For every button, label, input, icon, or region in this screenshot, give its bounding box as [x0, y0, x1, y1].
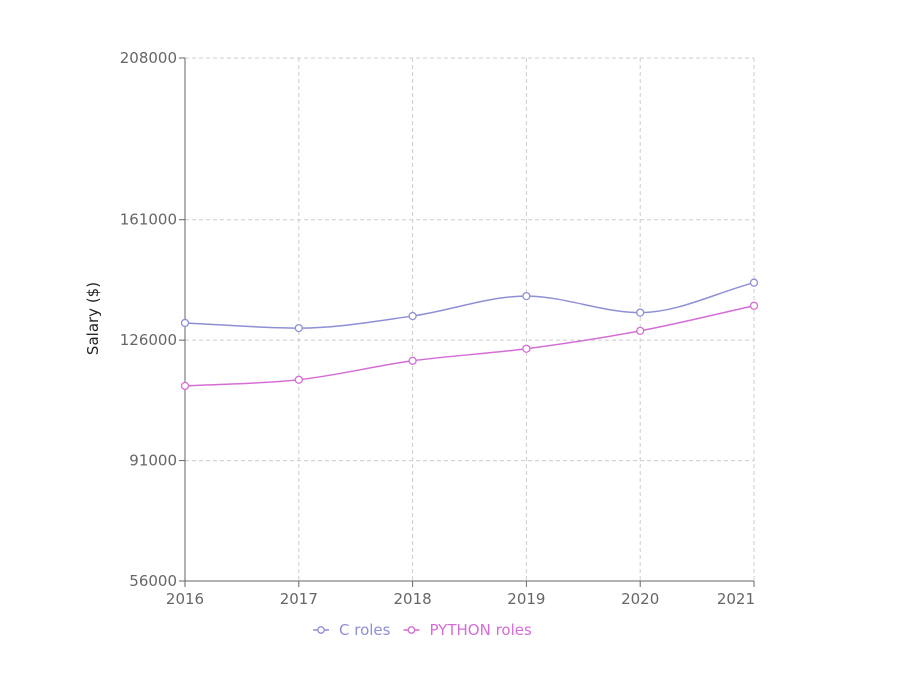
data-point[interactable] [408, 356, 417, 365]
x-tick-label: 2017 [280, 590, 318, 608]
legend-item-2[interactable]: PYTHON roles [403, 621, 532, 639]
grid [185, 57, 755, 581]
series [180, 278, 759, 391]
x-tick-label: 2016 [166, 590, 204, 608]
y-tick-label: 161000 [120, 211, 177, 229]
y-tick-label: 91000 [129, 452, 177, 470]
legend-marker [317, 626, 325, 634]
series-line [184, 281, 755, 329]
legend-label: C roles [339, 621, 391, 639]
data-point[interactable] [636, 308, 645, 317]
data-point[interactable] [294, 375, 303, 384]
data-point[interactable] [408, 311, 417, 321]
series-line [184, 305, 755, 387]
legend-marker [407, 626, 416, 634]
x-tick-label: 2020 [621, 590, 659, 608]
y-axis-ticks: 56000 91000 126000 161000 208000 [120, 49, 185, 590]
data-point[interactable] [749, 301, 759, 310]
data-point[interactable] [180, 318, 190, 328]
data-point[interactable] [749, 278, 759, 287]
y-tick-label: 208000 [120, 49, 177, 67]
data-point[interactable] [180, 381, 190, 391]
series-2 [180, 301, 759, 391]
axes [184, 58, 754, 582]
y-axis-title: Salary ($) [84, 282, 102, 355]
legend-item-1[interactable]: C roles [313, 621, 391, 639]
x-axis-ticks: 2016 2017 2018 2019 2020 2021 [166, 581, 755, 608]
x-tick-label: 2019 [507, 590, 545, 608]
data-point[interactable] [636, 326, 645, 336]
data-point[interactable] [522, 291, 531, 301]
y-tick-label: 126000 [120, 331, 177, 349]
x-tick-label: 2018 [394, 590, 432, 608]
legend-label: PYTHON roles [429, 621, 532, 639]
data-point[interactable] [522, 344, 531, 353]
y-tick-label: 56000 [129, 572, 177, 590]
legend: C roles PYTHON roles [313, 621, 532, 639]
x-tick-label: 2021 [717, 590, 755, 608]
data-point[interactable] [294, 323, 303, 333]
series-1 [180, 278, 759, 333]
